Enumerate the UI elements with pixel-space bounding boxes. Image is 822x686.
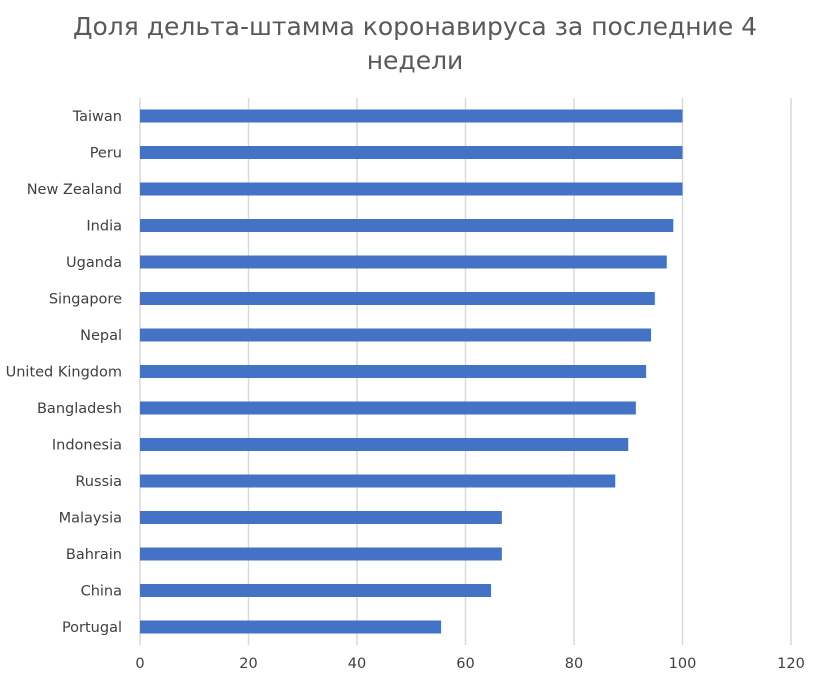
category-label: India xyxy=(86,219,122,235)
category-label: Portugal xyxy=(62,620,122,636)
category-label: Russia xyxy=(75,474,122,490)
category-label: United Kingdom xyxy=(6,365,122,381)
x-tick-label: 120 xyxy=(777,656,805,672)
category-label: Nepal xyxy=(80,328,122,344)
bar-russia xyxy=(140,474,616,488)
bar-bangladesh xyxy=(140,401,636,415)
category-label: New Zealand xyxy=(27,182,122,198)
category-label: Malaysia xyxy=(59,511,122,527)
bar-bahrain xyxy=(140,547,502,561)
bar-united-kingdom xyxy=(140,365,647,378)
bar-new-zealand xyxy=(140,182,683,196)
category-label: Bahrain xyxy=(66,547,122,563)
x-tick-label: 0 xyxy=(135,656,144,672)
bar-portugal xyxy=(140,620,442,634)
bar-india xyxy=(140,219,674,232)
category-label: Peru xyxy=(90,146,122,162)
category-label: China xyxy=(81,584,122,600)
bar-indonesia xyxy=(140,438,629,451)
bar-uganda xyxy=(140,255,667,269)
x-tick-label: 80 xyxy=(565,656,583,672)
category-label: Indonesia xyxy=(52,438,122,454)
bar-china xyxy=(140,584,491,597)
bar-peru xyxy=(140,146,683,159)
x-tick-label: 40 xyxy=(348,656,366,672)
chart-title: Доля дельта-штамма коронавируса за после… xyxy=(72,12,758,75)
category-label: Taiwan xyxy=(72,109,122,125)
bar-malaysia xyxy=(140,511,502,524)
bar-singapore xyxy=(140,292,655,305)
category-label: Singapore xyxy=(49,292,122,308)
bar-nepal xyxy=(140,328,652,342)
category-label: Uganda xyxy=(66,255,122,271)
x-tick-label: 60 xyxy=(456,656,474,672)
x-tick-label: 20 xyxy=(239,656,257,672)
bar-taiwan xyxy=(140,109,683,123)
category-label: Bangladesh xyxy=(37,401,122,417)
x-tick-label: 100 xyxy=(669,656,697,672)
